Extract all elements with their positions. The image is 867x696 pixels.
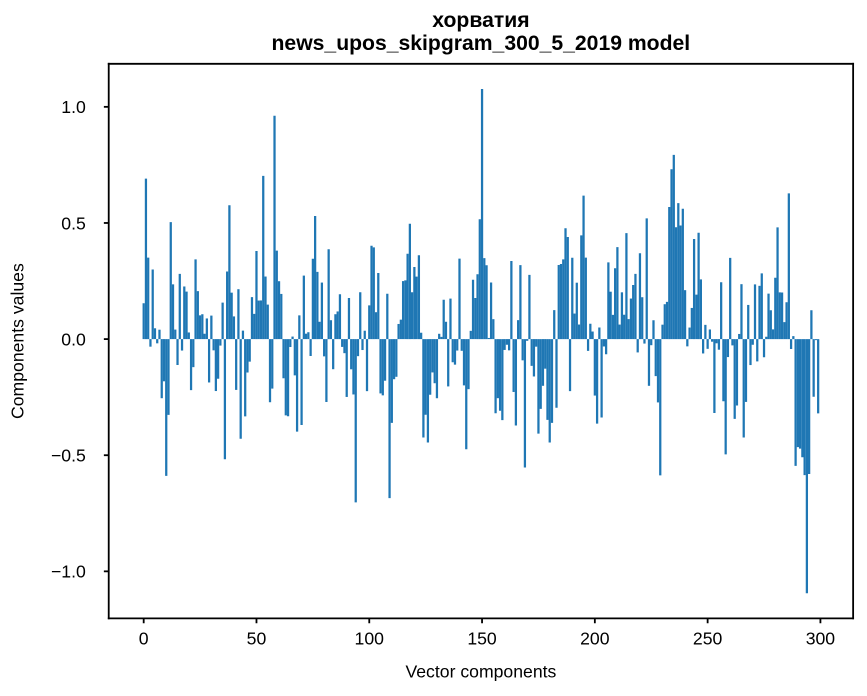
svg-text:100: 100 bbox=[355, 628, 385, 648]
svg-text:Components values: Components values bbox=[8, 263, 28, 419]
svg-text:news_upos_skipgram_300_5_2019: news_upos_skipgram_300_5_2019 model bbox=[272, 32, 691, 55]
svg-text:−1.0: −1.0 bbox=[51, 562, 86, 582]
svg-text:250: 250 bbox=[693, 628, 723, 648]
svg-text:150: 150 bbox=[467, 628, 497, 648]
svg-text:50: 50 bbox=[247, 628, 267, 648]
svg-text:−0.5: −0.5 bbox=[51, 446, 86, 466]
svg-text:0.0: 0.0 bbox=[61, 329, 86, 349]
svg-text:1.0: 1.0 bbox=[61, 97, 86, 117]
svg-text:200: 200 bbox=[580, 628, 610, 648]
svg-text:Vector components: Vector components bbox=[405, 661, 556, 681]
svg-text:хорватия: хорватия bbox=[432, 9, 529, 32]
svg-text:0: 0 bbox=[139, 628, 149, 648]
svg-text:0.5: 0.5 bbox=[61, 213, 86, 233]
svg-text:300: 300 bbox=[806, 628, 836, 648]
